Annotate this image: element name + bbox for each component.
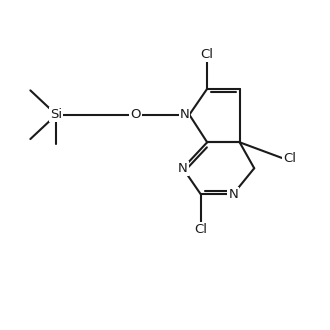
Text: Cl: Cl <box>194 223 207 236</box>
Text: Cl: Cl <box>201 48 214 61</box>
Text: N: N <box>228 188 238 201</box>
Text: Cl: Cl <box>283 152 296 165</box>
Text: N: N <box>178 162 188 175</box>
Text: O: O <box>131 108 141 121</box>
Text: N: N <box>180 108 189 121</box>
Text: Si: Si <box>50 108 62 121</box>
